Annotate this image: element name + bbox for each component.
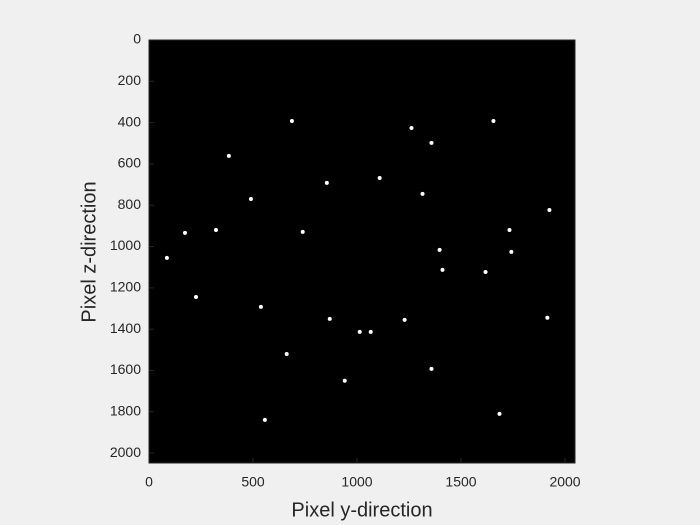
y-tick-label: 1600 [110, 361, 141, 377]
diffraction-spot [226, 153, 231, 158]
diffraction-spot [324, 180, 329, 185]
diffraction-spot [483, 269, 488, 274]
diffraction-spot [507, 228, 512, 233]
diffraction-spot [545, 315, 550, 320]
y-axis-label: Pixel z-direction [78, 181, 100, 322]
diffraction-spot [164, 255, 169, 260]
y-tick-label: 0 [133, 31, 141, 47]
diffraction-spot [289, 118, 294, 123]
diffraction-spot [491, 118, 496, 123]
diffraction-spot [377, 175, 382, 180]
diffraction-spot [420, 191, 425, 196]
diffraction-spot [194, 294, 199, 299]
y-tick-label: 400 [118, 113, 142, 129]
x-tick-label: 0 [145, 474, 153, 490]
diffraction-spot [182, 230, 187, 235]
diffraction-spot [368, 329, 373, 334]
y-tick-label: 1400 [110, 320, 141, 336]
y-tick-label: 1200 [110, 279, 141, 295]
diffraction-spot [497, 411, 502, 416]
y-tick-label: 800 [118, 196, 142, 212]
diffraction-spot [402, 317, 407, 322]
diffraction-spot [213, 228, 218, 233]
y-tick-label: 1000 [110, 237, 141, 253]
x-tick-label: 500 [241, 474, 265, 490]
diffraction-spot [327, 316, 332, 321]
diffraction-spot [357, 329, 362, 334]
y-tick-label: 600 [118, 155, 142, 171]
y-tick-label: 1800 [110, 402, 141, 418]
diffraction-spot [429, 366, 434, 371]
diffraction-spot [429, 140, 434, 145]
x-tick-label: 1000 [341, 474, 372, 490]
diffraction-spot [300, 229, 305, 234]
diffraction-spot [437, 247, 442, 252]
x-axis-label: Pixel y-direction [291, 499, 432, 521]
diffraction-spot [440, 267, 445, 272]
x-tick-label: 1500 [445, 474, 476, 490]
diffraction-spot [547, 207, 552, 212]
y-tick-label: 2000 [110, 444, 141, 460]
diffraction-spot [409, 125, 414, 130]
diffraction-spot [248, 197, 253, 202]
diffraction-spot [262, 417, 267, 422]
x-tick-label: 2000 [549, 474, 580, 490]
diffraction-spot [342, 378, 347, 383]
y-tick-label: 200 [118, 72, 142, 88]
axes-box [148, 39, 576, 464]
plot-area [149, 40, 575, 463]
diffraction-spot [509, 249, 514, 254]
diffraction-spot [258, 304, 263, 309]
diffraction-spot [284, 351, 289, 356]
